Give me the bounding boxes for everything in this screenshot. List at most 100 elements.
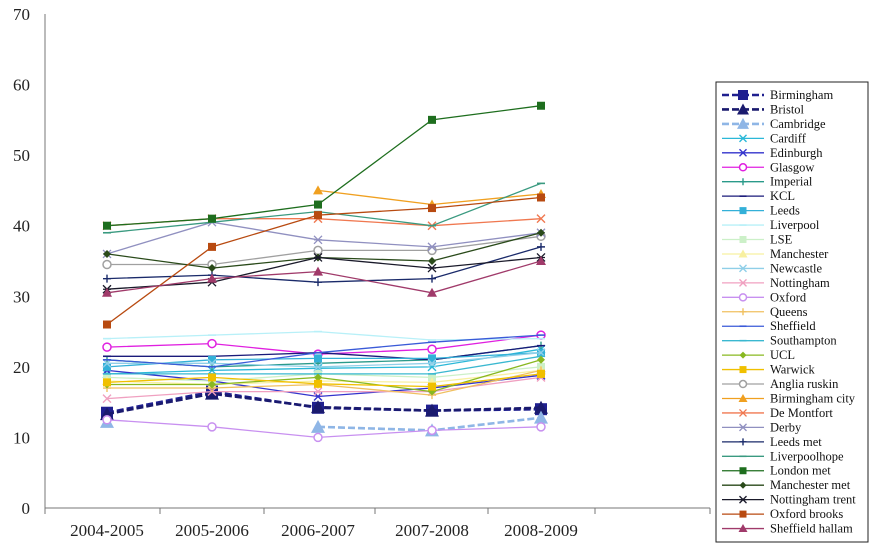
series-marker: [311, 419, 325, 433]
series-marker: [313, 253, 323, 262]
legend-label: Cambridge: [770, 117, 826, 131]
series-marker: [311, 400, 325, 414]
series-marker: [536, 214, 546, 224]
series-marker: [314, 379, 322, 388]
series-line: [106, 419, 542, 439]
series-marker: [738, 293, 748, 302]
legend-entry: Leeds: [722, 204, 800, 218]
x-tick-label: 2005-2006: [175, 521, 249, 540]
legend-label: Liverpool: [770, 218, 820, 232]
legend-label: Leeds: [770, 204, 800, 218]
legend-label: Sheffield hallam: [770, 522, 853, 536]
series-marker: [739, 278, 747, 287]
series-marker: [103, 221, 111, 230]
series-marker: [739, 366, 747, 374]
series-marker: [313, 362, 323, 372]
series-marker: [738, 393, 748, 402]
series-marker: [313, 387, 323, 397]
series-marker: [534, 410, 548, 424]
legend-label: Cardiff: [770, 131, 807, 145]
legend-label: Birmingham: [770, 88, 833, 102]
legend-entry: Southampton: [722, 334, 837, 348]
legend-entry: Derby: [722, 420, 802, 434]
x-tick-label: 2004-2005: [70, 521, 144, 540]
legend-label: Nottingham: [770, 276, 830, 290]
series-marker: [537, 228, 545, 237]
series-marker: [314, 211, 322, 220]
legend-label: Manchester met: [770, 478, 851, 492]
y-tick-label: 20: [13, 358, 30, 377]
legend-entry: Cambridge: [722, 117, 826, 131]
series-marker: [314, 373, 322, 382]
series-marker: [103, 249, 111, 258]
series-marker: [313, 245, 323, 256]
series-marker: [737, 103, 749, 115]
series-marker: [102, 394, 112, 404]
legend-label: Warwick: [770, 363, 816, 377]
series-lines: [100, 101, 548, 443]
series-marker: [738, 379, 748, 389]
legend-label: UCL: [770, 348, 795, 362]
legend-entry: Queens: [722, 305, 808, 319]
legend-entry: De Montfort: [722, 406, 833, 420]
series-marker: [738, 90, 748, 100]
series-marker: [428, 204, 436, 213]
legend-label: Oxford: [770, 290, 807, 304]
legend-label: Edinburgh: [770, 146, 823, 160]
series-marker: [537, 193, 545, 202]
legend-entry: Sheffield hallam: [722, 522, 853, 536]
y-tick-label: 40: [13, 217, 30, 236]
series-derby: [102, 217, 546, 259]
legend-entry: Glasgow: [722, 160, 814, 174]
series-marker: [739, 236, 747, 244]
legend-label: De Montfort: [770, 406, 833, 420]
series-marker: [738, 163, 748, 172]
series-marker: [427, 287, 437, 297]
x-tick-label: 2008-2009: [504, 521, 578, 540]
series-sheffield: [103, 334, 545, 368]
series-marker: [739, 264, 747, 273]
series-marker: [207, 273, 217, 283]
series-marker: [102, 287, 112, 297]
series-marker: [102, 342, 112, 352]
series-marker: [103, 378, 111, 387]
series-line: [106, 334, 542, 355]
series-marker: [208, 373, 216, 382]
y-tick-label: 60: [13, 76, 30, 95]
legend-entry: Imperial: [722, 175, 813, 189]
series-sheffield-hallam: [102, 256, 546, 297]
series-london-met: [103, 101, 545, 230]
legend-entry: LSE: [722, 233, 793, 247]
series-marker: [208, 242, 216, 251]
y-tick-label: 0: [22, 499, 31, 518]
series-marker: [739, 308, 747, 316]
legend-entry: Sheffield: [722, 319, 816, 333]
series-marker: [428, 354, 436, 363]
series-marker: [102, 358, 112, 368]
legend-label: Manchester: [770, 247, 829, 261]
series-glasgow: [102, 330, 546, 359]
legend-entry: Nottingham trent: [722, 493, 856, 507]
series-marker: [208, 355, 216, 364]
series-marker: [739, 148, 747, 157]
legend-entry: Newcastle: [722, 261, 823, 275]
legend-label: Queens: [770, 305, 808, 319]
series-marker: [536, 256, 546, 265]
series-marker: [428, 274, 436, 283]
legend-entry: Anglia ruskin: [722, 377, 839, 391]
series-oxford-brooks: [103, 193, 545, 329]
legend-label: Newcastle: [770, 261, 823, 275]
series-marker: [739, 495, 747, 504]
legend-label: Leeds met: [770, 435, 822, 449]
series-marker: [428, 257, 436, 265]
legend-label: Birmingham city: [770, 391, 856, 405]
series-marker: [739, 510, 747, 518]
legend-entry: London met: [722, 464, 831, 478]
y-axis-ticks: 0 10 20 30 40 50 60 70: [13, 5, 30, 518]
series-marker: [536, 422, 546, 432]
legend-entry: KCL: [722, 189, 795, 203]
legend-entry: Edinburgh: [722, 146, 823, 160]
series-marker: [208, 214, 216, 223]
series-marker: [313, 185, 323, 195]
y-tick-label: 70: [13, 5, 30, 24]
